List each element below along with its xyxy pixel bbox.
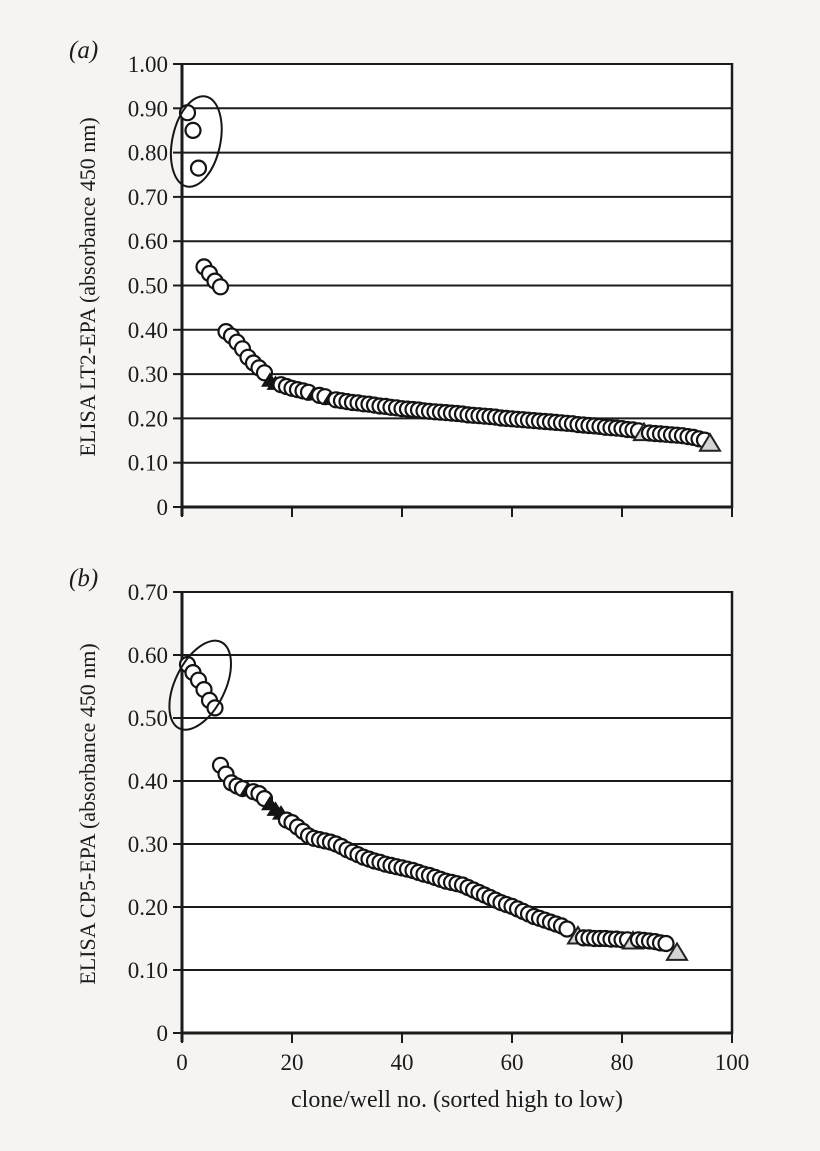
point-open-circle: [184, 121, 202, 139]
y-tick-label: 0.10: [128, 958, 168, 983]
y-tick-label: 0.20: [128, 895, 168, 920]
panel-b: 0.70 0.60 0.50 0.40 0.30 0.20 0.10 00 20 40 60 80 10…: [128, 580, 750, 1075]
y-tick-label: 0: [157, 1021, 169, 1046]
point-gray-triangle: [665, 941, 689, 961]
y-tick-label: 0: [157, 495, 169, 520]
y-tick-label: 0.70: [128, 185, 168, 210]
y-tick-label: 0.60: [128, 229, 168, 254]
plot-area: [182, 592, 732, 1033]
y-tick-label: 0.20: [128, 406, 168, 431]
y-tick-label: 1.00: [128, 52, 168, 77]
panel-a-y-axis-title: ELISA LT2-EPA (absorbance 450 nm): [75, 117, 100, 457]
point-open-circle: [657, 934, 675, 953]
x-tick-label: 0: [176, 1050, 188, 1075]
point-open-circle: [211, 278, 230, 296]
point-open-circle: [189, 159, 208, 177]
x-tick-label: 80: [611, 1050, 634, 1075]
y-tick-label: 0.40: [128, 318, 168, 343]
x-tick-label: 20: [281, 1050, 304, 1075]
x-tick-label: 100: [715, 1050, 750, 1075]
panel-b-label: (b): [69, 565, 99, 592]
highlight-ellipse: [169, 95, 223, 188]
panel-a-label: (a): [69, 37, 99, 64]
y-tick-label: 0.30: [128, 362, 168, 387]
y-tick-label: 0.50: [128, 706, 168, 731]
y-tick-label: 0.90: [128, 96, 168, 121]
highlight-ellipse: [168, 639, 232, 731]
y-tick-label: 0.70: [128, 580, 168, 605]
y-tick-label: 0.30: [128, 832, 168, 857]
data-points: [178, 104, 722, 452]
data-points: [178, 655, 689, 961]
y-tick-label: 0.50: [128, 274, 168, 299]
panel-a: 1.00 0.90 0.80 0.70 0.60 0.50 0.40 0.30 0.20 0.10…: [128, 52, 734, 520]
x-axis-title: clone/well no. (sorted high to low): [291, 1087, 623, 1113]
y-tick-label: 0.10: [128, 451, 168, 476]
y-tick-label: 0.40: [128, 769, 168, 794]
x-tick-label: 60: [501, 1050, 524, 1075]
point-open-circle: [558, 920, 576, 938]
x-tick-label: 40: [391, 1050, 414, 1075]
y-tick-label: 0.60: [128, 643, 168, 668]
panel-b-y-axis-title: ELISA CP5-EPA (absorbance 450 nm): [75, 643, 100, 985]
y-tick-label: 0.80: [128, 141, 168, 166]
point-gray-triangle: [698, 432, 722, 452]
